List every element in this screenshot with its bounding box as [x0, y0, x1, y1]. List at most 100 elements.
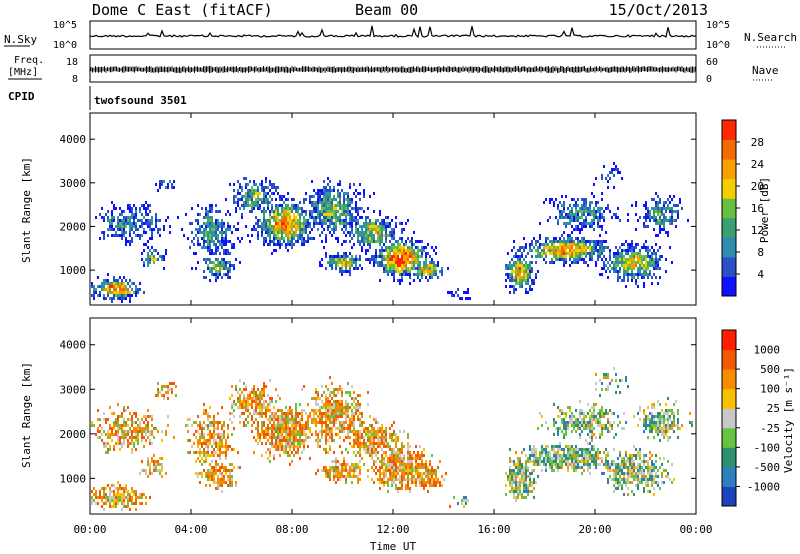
heatmap-cell	[519, 469, 521, 472]
heatmap-cell	[643, 276, 645, 279]
heatmap-cell	[329, 412, 331, 415]
heatmap-cell	[99, 430, 101, 433]
heatmap-cell	[331, 430, 333, 433]
heatmap-cell	[379, 240, 381, 243]
heatmap-cell	[211, 270, 213, 273]
heatmap-cell	[321, 207, 323, 210]
heatmap-cell	[617, 207, 619, 210]
heatmap-cell	[661, 213, 663, 216]
heatmap-cell	[141, 427, 143, 430]
heatmap-cell	[277, 204, 279, 207]
heatmap-cell	[637, 276, 639, 279]
heatmap-cell	[355, 433, 357, 436]
heatmap-cell	[149, 225, 151, 228]
heatmap-cell	[509, 291, 511, 294]
heatmap-cell	[381, 249, 383, 252]
heatmap-cell	[515, 273, 517, 276]
heatmap-cell	[285, 436, 287, 439]
heatmap-cell	[221, 264, 223, 267]
heatmap-cell	[207, 454, 209, 457]
heatmap-cell	[339, 412, 341, 415]
heatmap-cell	[593, 219, 595, 222]
heatmap-cell	[341, 472, 343, 475]
heatmap-cell	[547, 249, 549, 252]
heatmap-cell	[339, 409, 341, 412]
heatmap-cell	[635, 243, 637, 246]
heatmap-cell	[381, 448, 383, 451]
heatmap-cell	[269, 189, 271, 192]
heatmap-cell	[145, 433, 147, 436]
heatmap-cell	[261, 433, 263, 436]
heatmap-cell	[393, 448, 395, 451]
heatmap-cell	[571, 249, 573, 252]
heatmap-cell	[341, 469, 343, 472]
heatmap-cell	[417, 276, 419, 279]
heatmap-cell	[301, 225, 303, 228]
heatmap-cell	[235, 207, 237, 210]
heatmap-cell	[209, 204, 211, 207]
heatmap-cell	[101, 207, 103, 210]
heatmap-cell	[279, 454, 281, 457]
heatmap-cell	[193, 252, 195, 255]
heatmap-cell	[129, 228, 131, 231]
heatmap-cell	[237, 189, 239, 192]
heatmap-cell	[405, 487, 407, 490]
heatmap-cell	[217, 421, 219, 424]
heatmap-cell	[517, 273, 519, 276]
heatmap-cell	[539, 252, 541, 255]
heatmap-cell	[279, 445, 281, 448]
heatmap-cell	[659, 210, 661, 213]
heatmap-cell	[549, 201, 551, 204]
heatmap-cell	[515, 478, 517, 481]
heatmap-cell	[351, 237, 353, 240]
heatmap-cell	[585, 216, 587, 219]
heatmap-cell	[135, 207, 137, 210]
heatmap-cell	[301, 234, 303, 237]
heatmap-cell	[243, 406, 245, 409]
heatmap-cell	[627, 219, 629, 222]
heatmap-cell	[531, 249, 533, 252]
heatmap-cell	[571, 231, 573, 234]
heatmap-cell	[433, 469, 435, 472]
heatmap-cell	[357, 403, 359, 406]
heatmap-cell	[517, 466, 519, 469]
heatmap-cell	[525, 490, 527, 493]
heatmap-cell	[329, 448, 331, 451]
heatmap-cell	[103, 493, 105, 496]
heatmap-cell	[463, 291, 465, 294]
heatmap-cell	[191, 445, 193, 448]
heatmap-cell	[107, 282, 109, 285]
heatmap-cell	[133, 291, 135, 294]
heatmap-cell	[627, 264, 629, 267]
heatmap-cell	[365, 219, 367, 222]
heatmap-cell	[107, 499, 109, 502]
heatmap-cell	[217, 249, 219, 252]
heatmap-cell	[349, 418, 351, 421]
heatmap-cell	[523, 481, 525, 484]
heatmap-cell	[637, 219, 639, 222]
heatmap-cell	[281, 412, 283, 415]
heatmap-cell	[601, 174, 603, 177]
heatmap-cell	[295, 225, 297, 228]
heatmap-cell	[349, 201, 351, 204]
heatmap-cell	[369, 243, 371, 246]
heatmap-cell	[413, 469, 415, 472]
heatmap-cell	[163, 258, 165, 261]
heatmap-cell	[257, 424, 259, 427]
heatmap-cell	[629, 249, 631, 252]
heatmap-cell	[157, 460, 159, 463]
heatmap-cell	[557, 246, 559, 249]
heatmap-cell	[435, 246, 437, 249]
heatmap-cell	[303, 439, 305, 442]
heatmap-cell	[619, 267, 621, 270]
heatmap-cell	[257, 394, 259, 397]
heatmap-cell	[599, 249, 601, 252]
heatmap-cell	[337, 391, 339, 394]
heatmap-cell	[525, 282, 527, 285]
heatmap-cell	[113, 288, 115, 291]
heatmap-cell	[379, 228, 381, 231]
heatmap-cell	[117, 294, 119, 297]
heatmap-cell	[119, 415, 121, 418]
heatmap-cell	[603, 219, 605, 222]
heatmap-cell	[381, 240, 383, 243]
